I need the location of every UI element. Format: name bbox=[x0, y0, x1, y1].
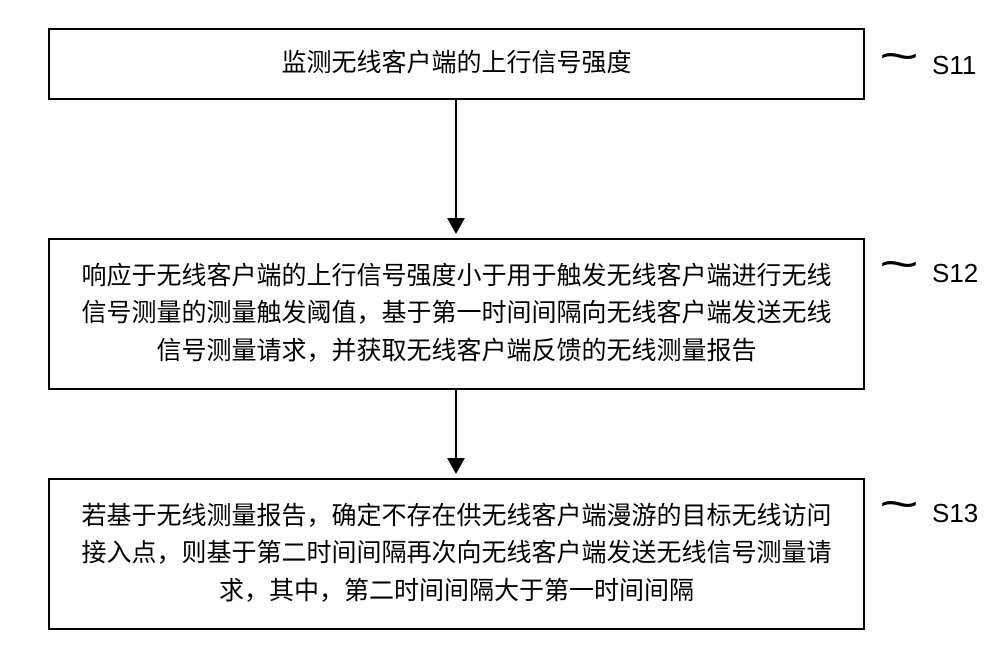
flow-step-1: 监测无线客户端的上行信号强度 bbox=[48, 28, 865, 100]
connector-1 bbox=[455, 100, 457, 220]
label-connector-3: ~ bbox=[879, 478, 919, 533]
flow-step-2: 响应于无线客户端的上行信号强度小于用于触发无线客户端进行无线信号测量的测量触发阈… bbox=[48, 238, 865, 390]
arrow-head-2 bbox=[447, 458, 465, 474]
flow-step-3: 若基于无线测量报告，确定不存在供无线客户端漫游的目标无线访问接入点，则基于第二时… bbox=[48, 478, 865, 630]
label-connector-2: ~ bbox=[879, 238, 919, 293]
flow-step-1-text: 监测无线客户端的上行信号强度 bbox=[281, 45, 631, 83]
step-label-s11: S11 bbox=[932, 50, 976, 81]
arrow-head-1 bbox=[447, 218, 465, 234]
step-label-s12: S12 bbox=[932, 258, 978, 289]
connector-2 bbox=[455, 390, 457, 460]
flow-step-2-text: 响应于无线客户端的上行信号强度小于用于触发无线客户端进行无线信号测量的测量触发阈… bbox=[70, 258, 843, 371]
flow-step-3-text: 若基于无线测量报告，确定不存在供无线客户端漫游的目标无线访问接入点，则基于第二时… bbox=[70, 498, 843, 611]
step-label-s13: S13 bbox=[932, 498, 978, 529]
label-connector-1: ~ bbox=[879, 30, 919, 85]
